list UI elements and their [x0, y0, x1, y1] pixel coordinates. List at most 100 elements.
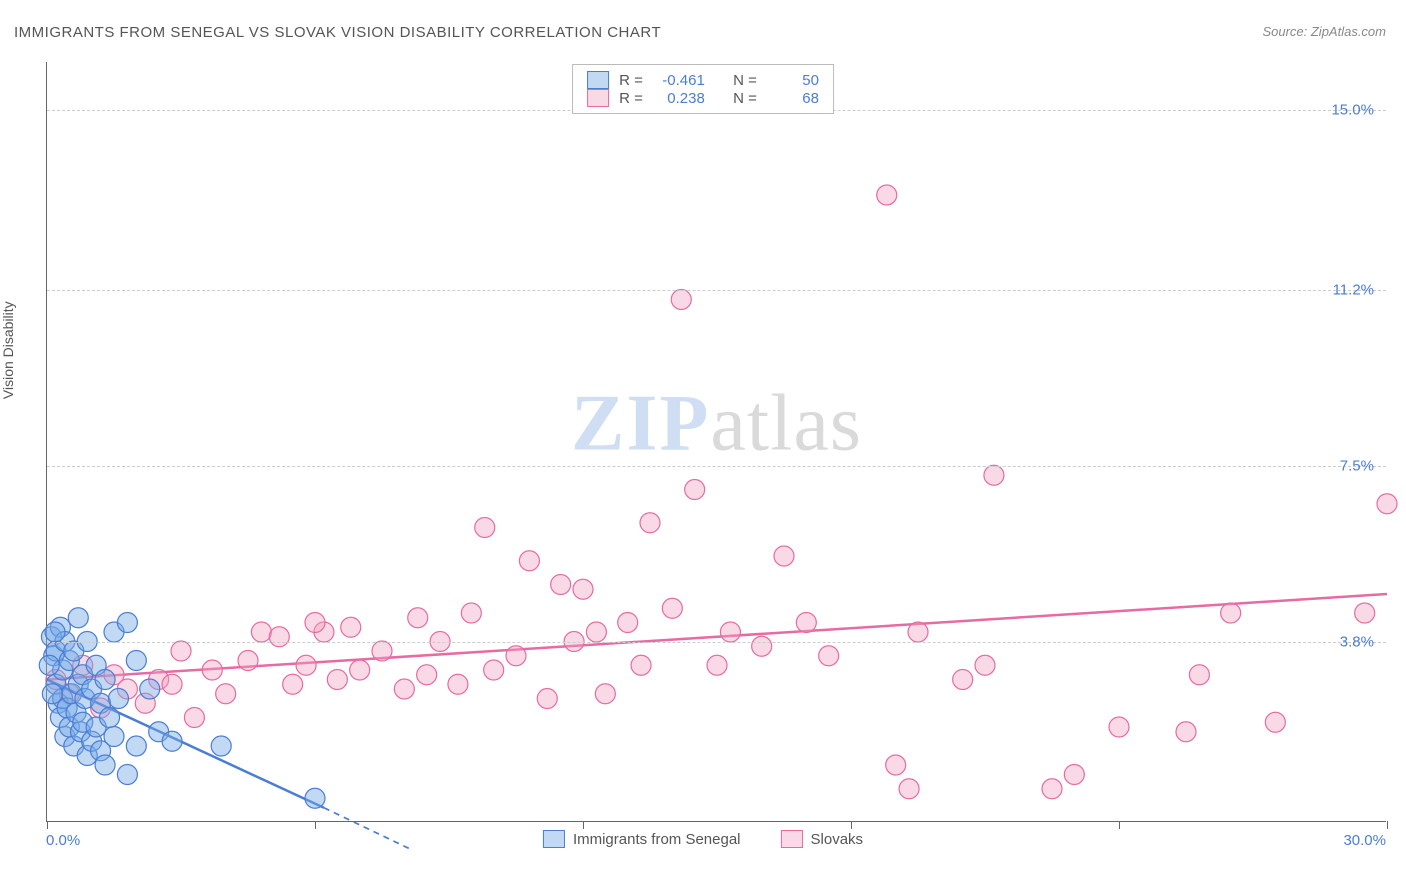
data-point-slovaks: [662, 598, 682, 618]
data-point-slovaks: [1176, 722, 1196, 742]
data-point-senegal: [305, 788, 325, 808]
data-point-slovaks: [448, 674, 468, 694]
data-point-slovaks: [1377, 494, 1397, 514]
data-point-slovaks: [1355, 603, 1375, 623]
legend-n-label: N =: [733, 90, 757, 107]
legend-swatch-slovaks: [587, 89, 609, 107]
data-point-slovaks: [506, 646, 526, 666]
bottom-legend-label: Slovaks: [811, 831, 864, 848]
data-point-senegal: [100, 708, 120, 728]
x-tick: [1119, 821, 1120, 829]
data-point-slovaks: [1265, 712, 1285, 732]
data-point-senegal: [126, 651, 146, 671]
legend-n-value: 50: [767, 72, 819, 89]
x-tick: [47, 821, 48, 829]
x-tick: [1387, 821, 1388, 829]
data-point-senegal: [108, 689, 128, 709]
data-point-slovaks: [417, 665, 437, 685]
data-point-slovaks: [975, 655, 995, 675]
data-point-slovaks: [184, 708, 204, 728]
bottom-legend-item-slovaks: Slovaks: [781, 830, 864, 848]
legend-n-value: 68: [767, 90, 819, 107]
source-link[interactable]: ZipAtlas.com: [1311, 24, 1386, 39]
data-point-slovaks: [877, 185, 897, 205]
data-point-slovaks: [953, 670, 973, 690]
data-point-slovaks: [475, 518, 495, 538]
data-point-slovaks: [886, 755, 906, 775]
data-point-slovaks: [774, 546, 794, 566]
data-point-slovaks: [238, 651, 258, 671]
data-point-senegal: [45, 622, 65, 642]
legend-r-label: R =: [619, 90, 643, 107]
legend-n-label: N =: [733, 72, 757, 89]
data-point-slovaks: [537, 689, 557, 709]
data-point-senegal: [117, 765, 137, 785]
data-point-slovaks: [216, 684, 236, 704]
data-point-slovaks: [752, 636, 772, 656]
data-point-slovaks: [1109, 717, 1129, 737]
source-attribution: Source: ZipAtlas.com: [1262, 24, 1386, 39]
data-point-senegal: [126, 736, 146, 756]
gridline: [47, 642, 1386, 643]
data-point-slovaks: [1064, 765, 1084, 785]
legend-r-value: 0.238: [653, 90, 705, 107]
data-point-senegal: [211, 736, 231, 756]
chart-title: IMMIGRANTS FROM SENEGAL VS SLOVAK VISION…: [14, 24, 661, 41]
bottom-legend-swatch-senegal: [543, 830, 565, 848]
scatter-chart: [47, 62, 1386, 821]
legend-r-label: R =: [619, 72, 643, 89]
series-legend: Immigrants from Senegal Slovaks: [543, 830, 863, 848]
data-point-slovaks: [408, 608, 428, 628]
legend-swatch-senegal: [587, 71, 609, 89]
data-point-slovaks: [671, 290, 691, 310]
legend-r-value: -0.461: [653, 72, 705, 89]
data-point-senegal: [117, 613, 137, 633]
data-point-slovaks: [720, 622, 740, 642]
data-point-slovaks: [269, 627, 289, 647]
data-point-senegal: [68, 608, 88, 628]
data-point-slovaks: [551, 575, 571, 595]
data-point-slovaks: [1189, 665, 1209, 685]
data-point-slovaks: [573, 579, 593, 599]
data-point-slovaks: [899, 779, 919, 799]
plot-area: ZIPatlas 15.0%11.2%7.5%3.8%: [46, 62, 1386, 822]
data-point-slovaks: [1042, 779, 1062, 799]
data-point-slovaks: [586, 622, 606, 642]
gridline: [47, 466, 1386, 467]
data-point-slovaks: [341, 617, 361, 637]
data-point-slovaks: [618, 613, 638, 633]
bottom-legend-item-senegal: Immigrants from Senegal: [543, 830, 741, 848]
data-point-slovaks: [350, 660, 370, 680]
data-point-senegal: [140, 679, 160, 699]
legend-row-slovaks: R = 0.238 N = 68: [587, 89, 819, 107]
x-tick: [583, 821, 584, 829]
data-point-slovaks: [372, 641, 392, 661]
x-tick: [851, 821, 852, 829]
data-point-slovaks: [908, 622, 928, 642]
data-point-slovaks: [484, 660, 504, 680]
data-point-slovaks: [394, 679, 414, 699]
data-point-slovaks: [595, 684, 615, 704]
data-point-slovaks: [519, 551, 539, 571]
data-point-slovaks: [162, 674, 182, 694]
y-tick-label: 11.2%: [1333, 282, 1374, 299]
data-point-slovaks: [296, 655, 316, 675]
y-tick-label: 3.8%: [1340, 633, 1374, 650]
source-prefix: Source:: [1262, 24, 1310, 39]
bottom-legend-label: Immigrants from Senegal: [573, 831, 741, 848]
data-point-slovaks: [631, 655, 651, 675]
x-axis-min-label: 0.0%: [46, 832, 80, 849]
data-point-slovaks: [819, 646, 839, 666]
y-axis-title: Vision Disability: [0, 301, 16, 399]
data-point-slovaks: [707, 655, 727, 675]
legend-row-senegal: R = -0.461 N = 50: [587, 71, 819, 89]
y-tick-label: 7.5%: [1340, 457, 1374, 474]
data-point-slovaks: [202, 660, 222, 680]
correlation-legend: R = -0.461 N = 50 R = 0.238 N = 68: [572, 64, 834, 114]
trend-line-dash-senegal: [324, 808, 413, 851]
x-tick: [315, 821, 316, 829]
data-point-slovaks: [984, 465, 1004, 485]
data-point-senegal: [39, 655, 59, 675]
data-point-slovaks: [327, 670, 347, 690]
bottom-legend-swatch-slovaks: [781, 830, 803, 848]
